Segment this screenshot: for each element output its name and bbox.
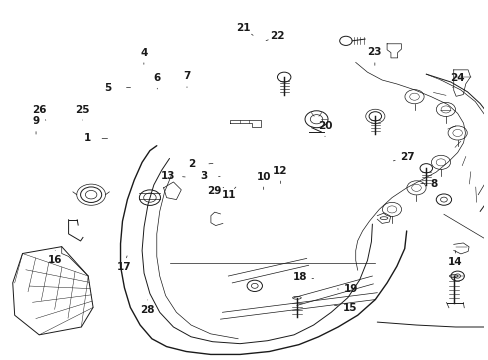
Text: 17: 17 [116, 262, 131, 273]
Text: 11: 11 [222, 190, 236, 200]
Text: 3: 3 [200, 171, 207, 181]
Text: 9: 9 [32, 116, 40, 126]
Text: 6: 6 [153, 73, 161, 83]
Text: 26: 26 [32, 105, 46, 115]
Text: 21: 21 [235, 23, 250, 33]
Text: 2: 2 [188, 159, 195, 169]
Text: 16: 16 [48, 256, 62, 265]
Text: 1: 1 [83, 133, 91, 143]
Text: 20: 20 [317, 121, 331, 131]
Text: 25: 25 [75, 105, 90, 115]
Text: 27: 27 [399, 152, 414, 162]
Text: 29: 29 [207, 186, 222, 196]
Text: 10: 10 [256, 172, 270, 182]
Text: 28: 28 [140, 305, 155, 315]
Text: 5: 5 [104, 82, 111, 93]
Text: 22: 22 [269, 31, 284, 41]
Text: 12: 12 [273, 166, 287, 176]
Text: 14: 14 [447, 257, 462, 267]
Text: 13: 13 [160, 171, 175, 181]
Text: 15: 15 [342, 303, 356, 313]
Text: 7: 7 [183, 71, 190, 81]
Text: 18: 18 [292, 272, 306, 282]
Text: 23: 23 [367, 47, 381, 57]
Text: 19: 19 [343, 284, 357, 294]
Text: 4: 4 [140, 48, 147, 58]
Text: 24: 24 [449, 73, 464, 84]
Text: 8: 8 [429, 179, 437, 189]
